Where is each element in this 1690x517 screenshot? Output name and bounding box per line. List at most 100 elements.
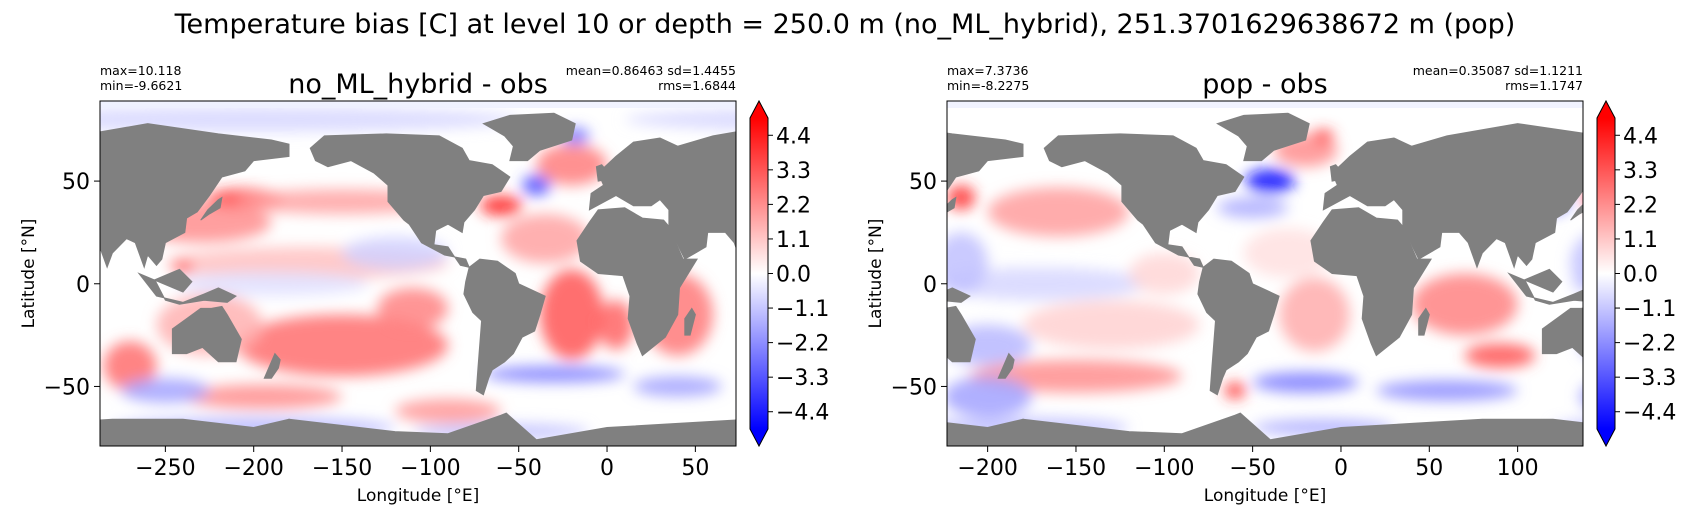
land-madagascar: [1418, 307, 1430, 336]
bias-patch: [598, 300, 634, 350]
stats-left-line: max=10.118: [100, 63, 181, 78]
bias-patch: [501, 213, 590, 264]
land-japan: [1570, 204, 1583, 221]
x-tick-label: −100: [400, 456, 460, 481]
land-arabia-wedge: [668, 217, 709, 260]
bias-patch: [342, 236, 449, 270]
stats-right-line: rms=1.6844: [658, 78, 736, 93]
land-arabia-wedge: [1402, 217, 1443, 260]
bias-patch: [1022, 300, 1200, 350]
bias-patch: [1579, 388, 1583, 405]
x-tick-label: −100: [1134, 456, 1194, 481]
x-tick-label: 50: [1415, 456, 1443, 481]
bias-patch: [633, 376, 722, 397]
land-europe: [588, 137, 688, 211]
colorbar-tick-label: 4.4: [1623, 124, 1658, 149]
bias-patch: [947, 232, 988, 295]
bias-patch: [377, 287, 449, 329]
colorbar-tick-label: 1.1: [776, 228, 811, 253]
land-south-america: [1197, 258, 1280, 396]
colorbar-tick-label: −2.2: [1623, 332, 1676, 357]
colorbar-tick-label: −1.1: [1623, 297, 1676, 322]
bias-patch: [1252, 372, 1359, 393]
colorbar-tick-label: −3.3: [1623, 366, 1676, 391]
bias-patch: [1411, 273, 1518, 336]
x-tick-label: 0: [1334, 456, 1348, 481]
colorbar-tick-label: 4.4: [776, 124, 811, 149]
land-greenland: [1216, 112, 1310, 162]
land-madagascar: [684, 307, 696, 336]
colorbar: 4.4 3.3 2.2 1.1 0.0 −1.1 −2.2 −3.3 −4.4: [749, 99, 829, 448]
land-asia: [947, 132, 1024, 192]
colorbar-tick-label: −4.4: [1623, 401, 1676, 426]
y-axis-label: Latitude [°N]: [866, 219, 886, 329]
land-north-america: [1043, 133, 1245, 269]
figure-suptitle: Temperature bias [C] at level 10 or dept…: [174, 9, 1516, 40]
stats-left-line: min=-9.6621: [100, 78, 182, 93]
colorbar-tick-label: 3.3: [776, 159, 811, 184]
stats-left-line: max=7.3736: [947, 63, 1028, 78]
bias-patch: [103, 341, 157, 391]
bias-patch: [522, 174, 551, 196]
y-tick-label: 0: [76, 273, 90, 298]
y-tick-label: 50: [62, 170, 90, 195]
y-tick-label: −50: [891, 375, 937, 400]
x-tick-label: −200: [957, 456, 1017, 481]
land-japan: [947, 196, 957, 213]
colorbar-tick-label: 3.3: [1623, 159, 1658, 184]
land-australia: [947, 305, 976, 363]
x-tick-label: −250: [135, 456, 195, 481]
stats-right-line: rms=1.1747: [1505, 78, 1583, 93]
land-japan: [200, 196, 223, 221]
bias-patch: [947, 267, 1147, 301]
bias-patch: [1243, 228, 1333, 278]
land-antarctica: [947, 418, 1024, 446]
land-uk: [1329, 164, 1344, 182]
bias-patch: [624, 109, 736, 130]
panel-title: pop - obs: [1202, 69, 1327, 100]
land-mask: [100, 112, 736, 446]
y-axis-label: Latitude [°N]: [19, 219, 39, 329]
colorbar-tick-label: 0.0: [776, 263, 811, 288]
land-europe: [1322, 137, 1422, 211]
bias-patch: [183, 384, 343, 410]
bias-patch: [1464, 343, 1536, 368]
bias-patch: [1312, 129, 1334, 143]
map-area: [947, 101, 1583, 446]
land-uk: [595, 164, 610, 182]
land-antarctica: [1022, 412, 1583, 446]
y-tick-label: −50: [44, 375, 90, 400]
stats-left-line: min=-8.2275: [947, 78, 1029, 93]
bias-patch: [1376, 380, 1518, 401]
x-tick-label: −50: [1229, 456, 1275, 481]
bias-patch: [174, 271, 369, 297]
stats-right-line: mean=0.86463 sd=1.4455: [566, 63, 736, 78]
bias-patch: [100, 107, 519, 132]
x-tick-label: 100: [1497, 456, 1539, 481]
x-tick-label: 0: [600, 456, 614, 481]
bias-patch: [1217, 197, 1288, 219]
y-tick-label: 50: [909, 170, 937, 195]
land-new-zealand: [263, 352, 281, 379]
land-australia: [1541, 307, 1583, 358]
land-mask: [947, 112, 1583, 446]
land-south-america: [463, 258, 546, 396]
bias-patch: [539, 269, 604, 360]
land-north-america: [309, 133, 511, 269]
colorbar-tick-label: 2.2: [776, 193, 811, 218]
x-tick-label: −200: [223, 456, 283, 481]
land-greenland: [482, 112, 576, 162]
colorbar: 4.4 3.3 2.2 1.1 0.0 −1.1 −2.2 −3.3 −4.4: [1596, 99, 1676, 448]
bias-patch: [987, 187, 1129, 237]
land-antarctica: [100, 418, 290, 446]
bias-patch: [1224, 382, 1246, 399]
bias-patch: [1279, 277, 1350, 352]
bias-patch: [1128, 252, 1200, 295]
land-australia: [171, 305, 242, 363]
bias-patch: [121, 378, 210, 403]
colorbar-extend-max: [1597, 101, 1615, 118]
colorbar-tick-label: −3.3: [776, 366, 829, 391]
bias-patch: [947, 376, 1032, 418]
